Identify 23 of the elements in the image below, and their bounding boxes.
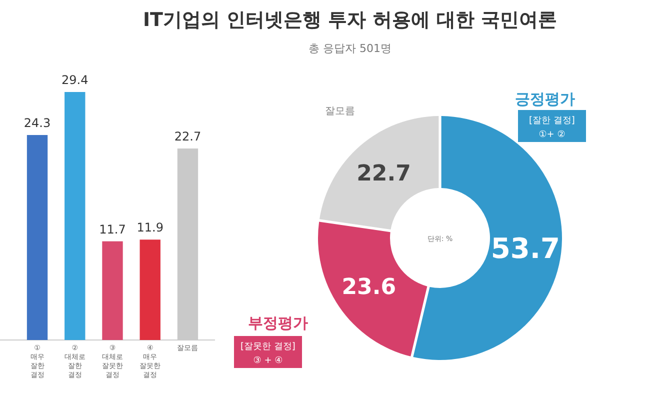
data-label: 23.6 xyxy=(342,275,396,300)
slice-label: 부정평가 xyxy=(248,314,308,332)
data-label: 22.7 xyxy=(356,162,411,187)
bar xyxy=(26,135,48,340)
slice-label: 잘모름 xyxy=(325,106,355,117)
slice-label: 긍정평가 xyxy=(515,90,575,108)
data-label: 24.3 xyxy=(24,116,51,130)
data-label: 22.7 xyxy=(174,130,202,144)
text: ③ + ④ xyxy=(253,356,283,366)
text: [잘못한 결정] xyxy=(240,342,296,352)
bar xyxy=(64,92,86,340)
bar xyxy=(140,240,160,340)
donut-slice xyxy=(319,116,439,230)
donut-slice xyxy=(318,222,428,356)
data-label: 53.7 xyxy=(490,232,560,265)
chart-subtitle: 총 응답자 501명 xyxy=(308,42,392,55)
bar xyxy=(102,241,123,340)
data-label: 29.4 xyxy=(62,73,88,87)
text: IT기업의 인터넷은행 투자 허용에 대한 국민여론 xyxy=(142,9,558,31)
text: ①+ ② xyxy=(538,130,566,140)
data-label: 11.9 xyxy=(136,220,164,235)
text: [잘한 결정] xyxy=(529,116,575,126)
data-label: 11.7 xyxy=(99,222,126,236)
